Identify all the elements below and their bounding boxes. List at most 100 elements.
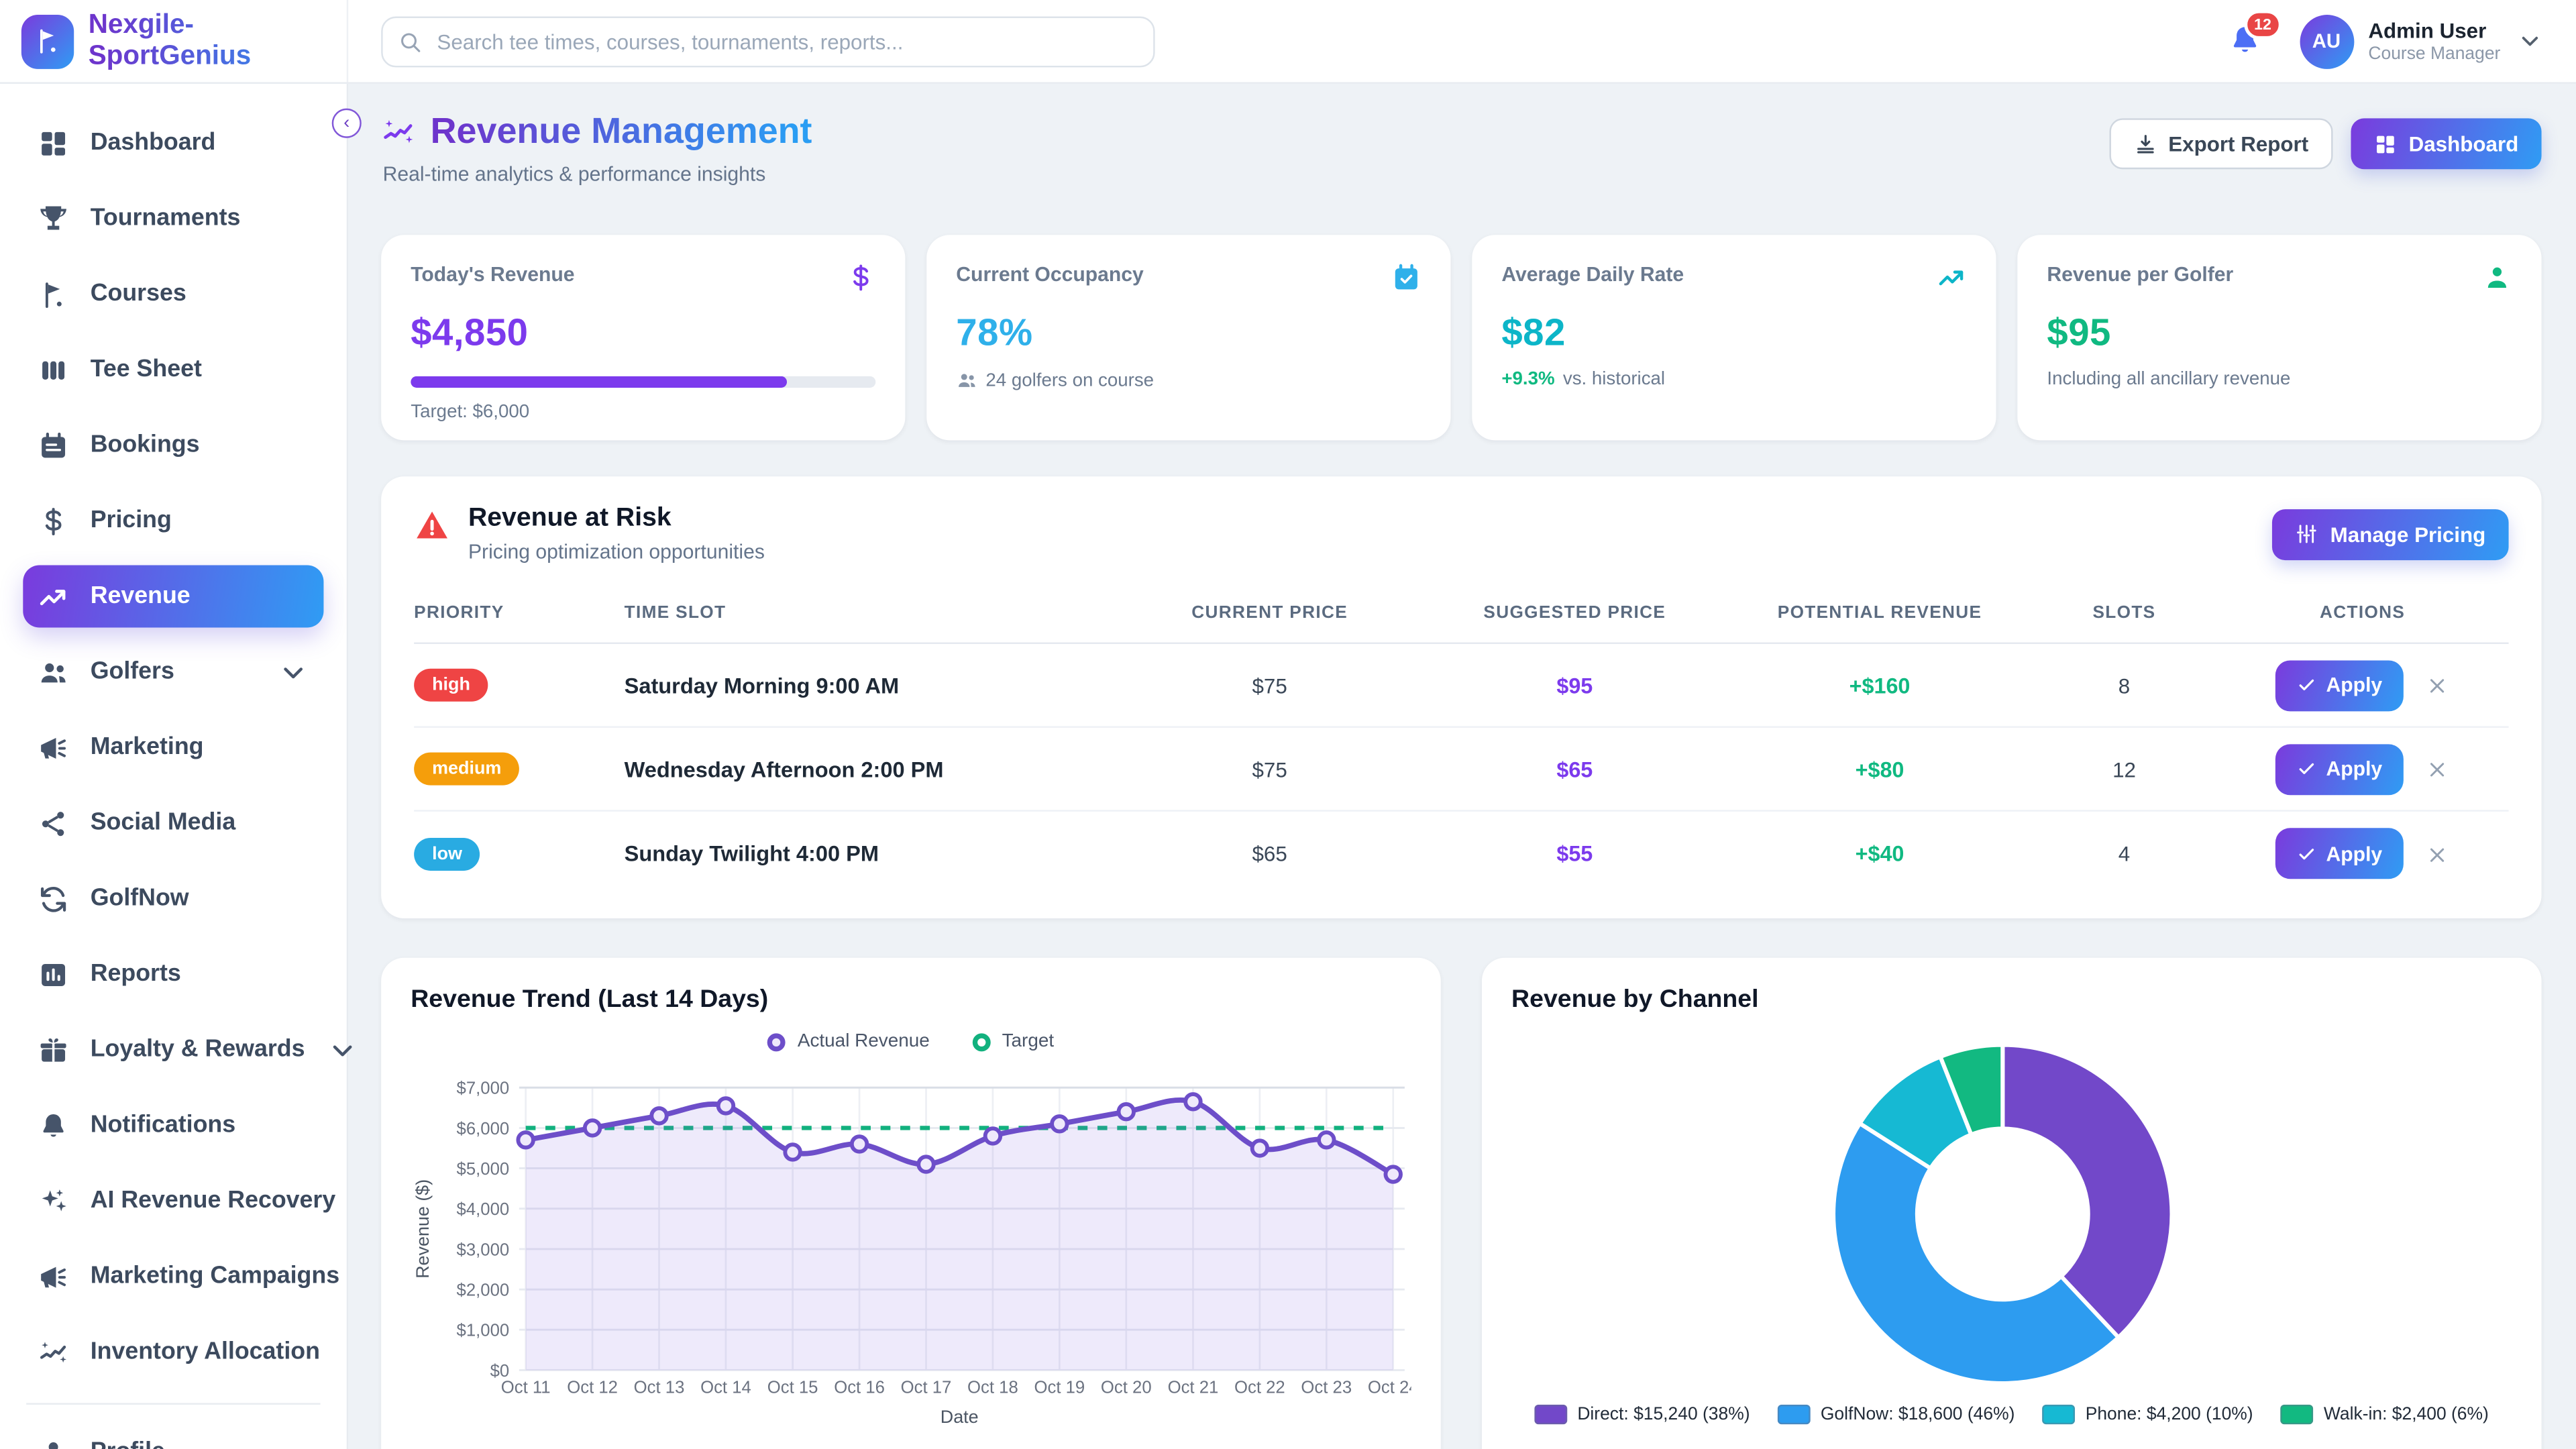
sidebar-item-bookings[interactable]: Bookings [23, 414, 323, 476]
donut-legend-item-direct[interactable]: Direct: $15,240 (38%) [1534, 1404, 1750, 1425]
export-report-button[interactable]: Export Report [2109, 118, 2333, 170]
check-icon [2299, 679, 2314, 691]
dismiss-button[interactable] [2423, 756, 2449, 782]
search-input[interactable] [381, 16, 1155, 68]
sidebar-item-label: Inventory Allocation [90, 1338, 320, 1366]
sidebar-item-courses[interactable]: Courses [23, 263, 323, 325]
svg-text:$3,000: $3,000 [457, 1240, 510, 1259]
risk-title: Revenue at Risk [468, 504, 672, 533]
svg-text:Oct 13: Oct 13 [634, 1379, 685, 1397]
apply-button[interactable]: Apply [2275, 659, 2404, 711]
priority-badge: medium [414, 752, 520, 786]
donut-slice-walk-in[interactable] [1938, 1042, 2005, 1137]
time-slot: Wednesday Afternoon 2:00 PM [624, 756, 944, 782]
svg-text:Oct 18: Oct 18 [967, 1379, 1018, 1397]
sidebar-item-marketing-campaigns[interactable]: Marketing Campaigns [23, 1245, 339, 1307]
sidebar-item-marketing[interactable]: Marketing [23, 716, 323, 779]
calendar-icon [42, 431, 66, 458]
manage-pricing-button[interactable]: Manage Pricing [2272, 508, 2509, 559]
collapse-sidebar-button[interactable]: ‹ [331, 108, 362, 138]
legend-item-actual-revenue[interactable]: Actual Revenue [767, 1032, 930, 1051]
potential-revenue: +$80 [1855, 756, 1904, 782]
sidebar-item-inventory-allocation[interactable]: Inventory Allocation [23, 1321, 323, 1383]
apply-button[interactable]: Apply [2275, 743, 2404, 795]
legend-swatch [767, 1032, 786, 1051]
donut-legend-item-phone[interactable]: Phone: $4,200 (10%) [2043, 1404, 2253, 1425]
svg-text:Oct 14: Oct 14 [700, 1379, 751, 1397]
kpi-footer: Target: $6,000 [411, 402, 530, 423]
sidebar-item-revenue[interactable]: Revenue [23, 565, 324, 628]
apply-button[interactable]: Apply [2275, 828, 2404, 879]
chevron-down-icon [332, 1044, 352, 1056]
dismiss-button[interactable] [2423, 841, 2449, 867]
sidebar-item-ai-revenue-recovery[interactable]: AI Revenue Recovery [23, 1170, 335, 1232]
columns-icon [42, 360, 65, 379]
svg-text:$7,000: $7,000 [457, 1079, 510, 1098]
sidebar-item-label: Tee Sheet [90, 356, 202, 383]
check-icon [2299, 847, 2314, 859]
sidebar-item-notifications[interactable]: Notifications [23, 1094, 323, 1157]
sidebar-item-loyalty-rewards[interactable]: Loyalty & Rewards [23, 1018, 352, 1081]
trending-up-icon [1939, 270, 1964, 286]
column-header-actions: Actions [2319, 602, 2406, 623]
kpi-footer-highlight: +9.3% [1501, 370, 1555, 390]
sidebar-item-tee-sheet[interactable]: Tee Sheet [23, 338, 323, 400]
sidebar-item-pricing[interactable]: Pricing [23, 490, 323, 552]
donut-legend-item-golfnow[interactable]: GolfNow: $18,600 (46%) [1778, 1404, 2015, 1425]
sidebar-item-tournaments[interactable]: Tournaments [23, 187, 323, 250]
sidebar-divider [26, 1403, 321, 1405]
dashboard-button[interactable]: Dashboard [2351, 118, 2542, 170]
slots-count: 4 [2118, 841, 2131, 866]
trophy-icon [40, 205, 66, 229]
kpi-footer: 24 golfers on course [956, 370, 1421, 392]
sidebar-item-dashboard[interactable]: Dashboard [23, 112, 323, 174]
dismiss-button[interactable] [2423, 672, 2449, 698]
trending-up-icon [40, 588, 66, 605]
sidebar-item-label: Pricing [90, 507, 172, 534]
legend-swatch [1534, 1404, 1568, 1425]
sidebar-item-label: Marketing [90, 734, 204, 761]
topbar-right: 12 AU Admin User Course Manager [2227, 0, 2543, 82]
donut-slice-golfnow[interactable] [1831, 1121, 2121, 1386]
revenue-by-channel-chart [1831, 1042, 2174, 1386]
legend-swatch [1778, 1404, 1811, 1425]
sidebar-item-golfers[interactable]: Golfers [23, 641, 323, 703]
dollar-icon [45, 506, 62, 535]
donut-legend-item-walk-in[interactable]: Walk-in: $2,400 (6%) [2281, 1404, 2489, 1425]
x-icon [2429, 848, 2444, 862]
kpi-card-current-occupancy: Current Occupancy 78% 24 golfers on course [926, 235, 1451, 441]
column-header-priority: Priority [414, 602, 504, 623]
svg-text:Oct 24: Oct 24 [1368, 1379, 1411, 1397]
topbar: Nexgile-SportGenius 12 AU Admin User Cou… [0, 0, 2576, 84]
avatar[interactable]: AU [2299, 13, 2354, 68]
calendar-check-icon [1395, 264, 1417, 290]
legend-item-target[interactable]: Target [972, 1032, 1054, 1051]
share-icon [42, 810, 64, 835]
sidebar-item-social-media[interactable]: Social Media [23, 792, 323, 854]
trend-legend: Actual Revenue Target [411, 1032, 1411, 1051]
main-content: Revenue Management Real-time analytics &… [348, 84, 2576, 1449]
suggested-price: $65 [1556, 756, 1593, 782]
brand[interactable]: Nexgile-SportGenius [0, 0, 349, 83]
sidebar-item-reports[interactable]: Reports [23, 943, 323, 1006]
chevron-down-icon[interactable] [2517, 28, 2543, 54]
kpi-footer: +9.3% vs. historical [1501, 370, 1666, 390]
search [381, 16, 1155, 68]
user-meta[interactable]: Admin User Course Manager [2368, 17, 2500, 65]
svg-text:Oct 16: Oct 16 [834, 1379, 885, 1397]
svg-text:$0: $0 [490, 1362, 510, 1381]
check-icon [2299, 763, 2314, 774]
sidebar-item-label: Social Media [90, 810, 236, 837]
legend-swatch [2281, 1404, 2314, 1425]
x-icon [2429, 680, 2444, 694]
sidebar-item-golfnow[interactable]: GolfNow [23, 867, 323, 930]
donut-slice-direct[interactable] [2000, 1042, 2174, 1340]
sidebar: ‹ Dashboard Tournaments Courses Tee Sheet Bo… [0, 83, 362, 1449]
column-header-time-slot: Time Slot [624, 602, 727, 623]
column-header-slots: Slots [2092, 602, 2156, 623]
page-subtitle: Real-time analytics & performance insigh… [382, 162, 766, 186]
gift-icon [40, 1036, 66, 1061]
column-header-current-price: Current Price [1191, 602, 1348, 623]
notifications-button[interactable]: 12 [2227, 9, 2282, 59]
sidebar-item-profile[interactable]: Profile [23, 1421, 323, 1449]
